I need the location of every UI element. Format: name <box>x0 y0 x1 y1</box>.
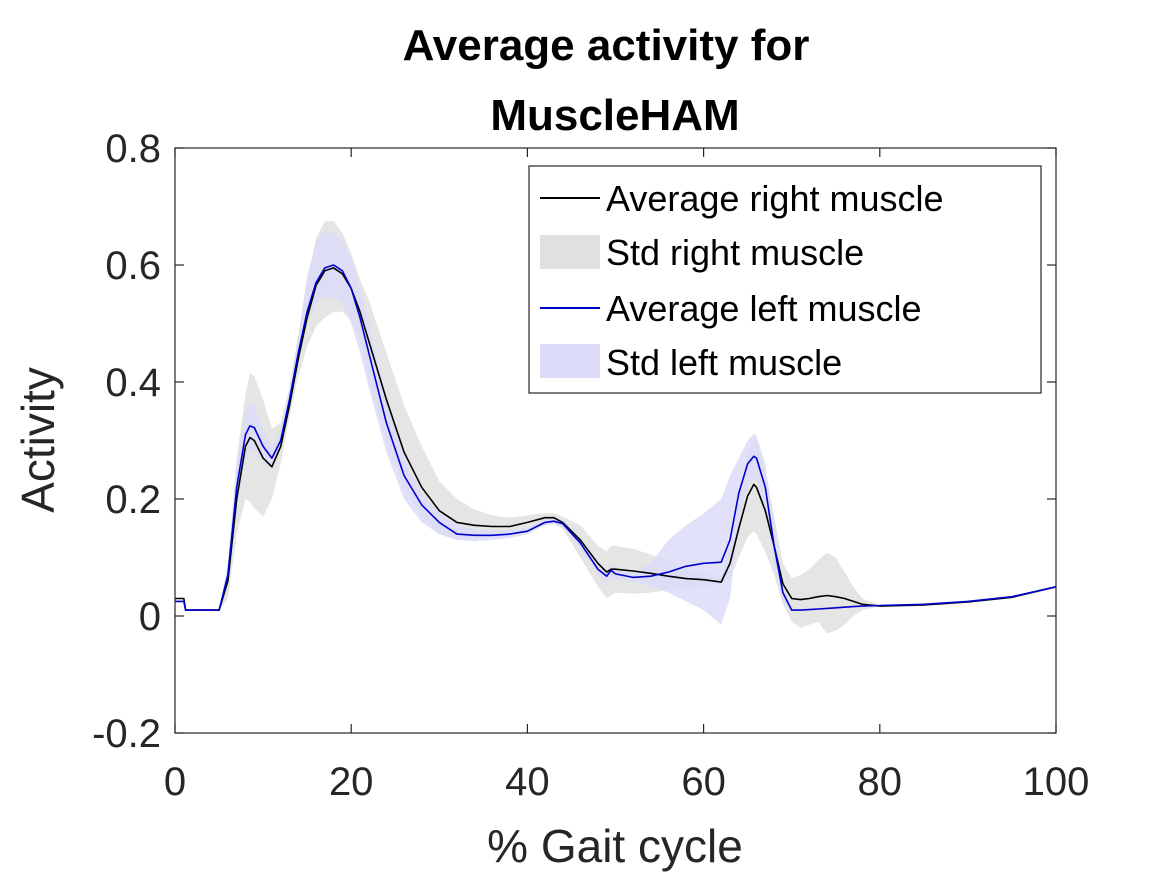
x-axis: 0 20 40 60 80 100 <box>164 148 1090 804</box>
legend-label-std-left: Std left muscle <box>606 342 842 383</box>
legend-box <box>528 165 1042 394</box>
line-average-right-muscle <box>175 267 1057 611</box>
band-std-right-muscle <box>175 221 1056 634</box>
y-tick-label: -0.2 <box>92 712 161 756</box>
chart-title-line-1: Average activity for <box>403 21 810 70</box>
y-tick-label: 0.2 <box>105 478 161 522</box>
x-tick-label: 20 <box>329 760 374 804</box>
x-tick-label: 60 <box>681 760 726 804</box>
mean-lines <box>175 264 1057 611</box>
x-tick-label: 40 <box>505 760 550 804</box>
y-axis-label: Activity <box>12 367 64 513</box>
std-bands <box>175 221 1056 634</box>
y-tick-label: 0.4 <box>105 361 161 405</box>
line-average-left-muscle <box>175 264 1057 611</box>
legend-label-average-left: Average left muscle <box>606 288 922 329</box>
legend-swatch-std-left <box>540 344 600 378</box>
y-tick-label: 0 <box>139 595 161 639</box>
legend: Average right muscle Std right muscle Av… <box>528 165 1042 394</box>
y-axis: -0.2 0 0.2 0.4 0.6 0.8 <box>92 127 1056 756</box>
plot-frame <box>174 147 1057 734</box>
chart-title-line-2: MuscleHAM <box>490 91 739 140</box>
legend-swatch-std-right <box>540 235 600 269</box>
y-tick-label: 0.8 <box>105 127 161 171</box>
y-tick-label: 0.6 <box>105 244 161 288</box>
x-axis-label: % Gait cycle <box>487 820 743 872</box>
x-tick-label: 100 <box>1023 760 1090 804</box>
legend-label-std-right: Std right muscle <box>606 232 864 273</box>
legend-label-average-right: Average right muscle <box>606 178 944 219</box>
x-tick-label: 0 <box>164 760 186 804</box>
x-tick-label: 80 <box>858 760 903 804</box>
